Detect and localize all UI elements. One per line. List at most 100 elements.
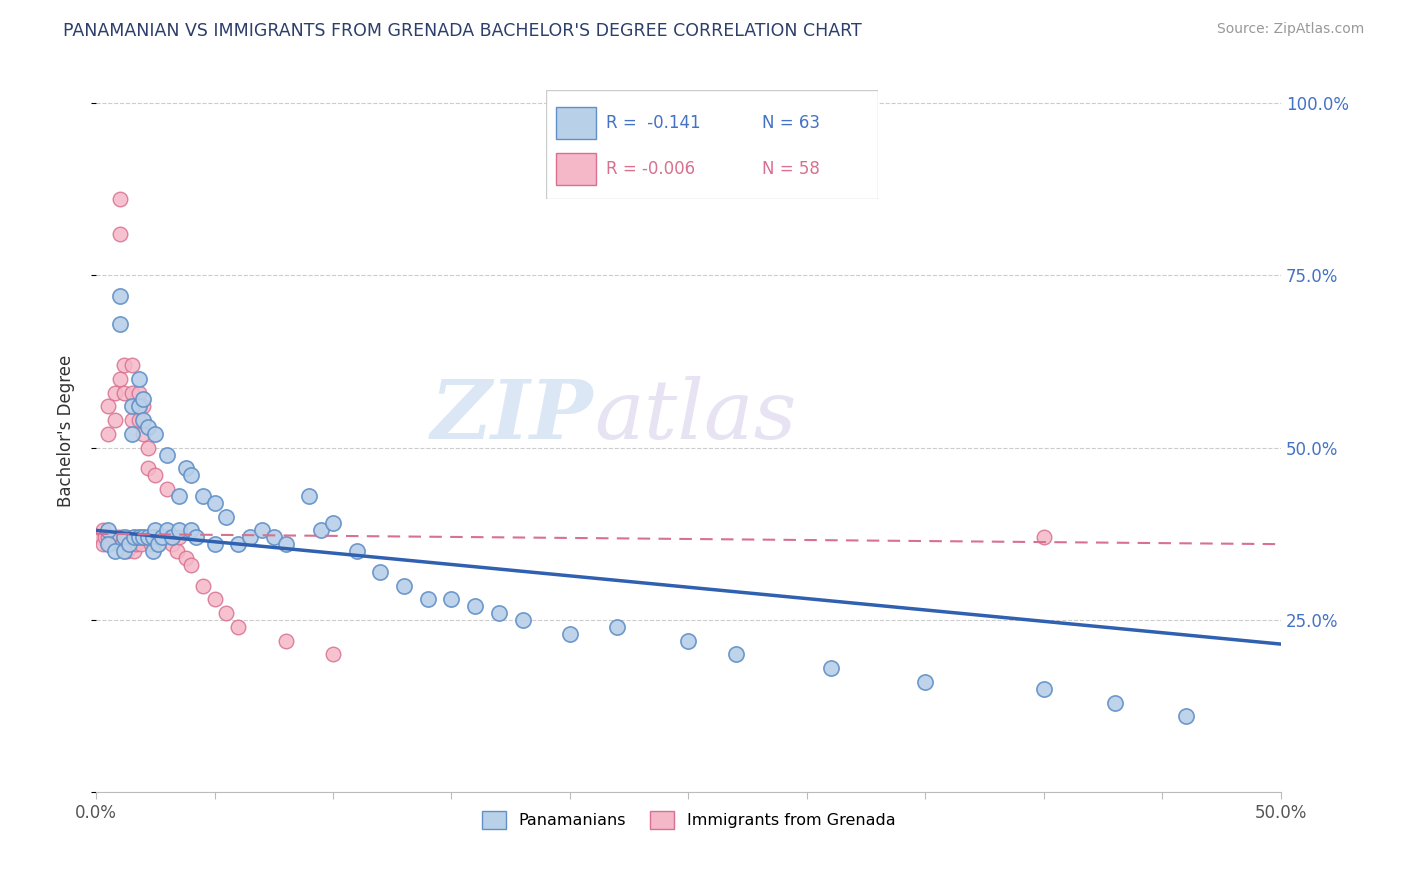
Point [184,530,207,544]
Point [204,537,226,551]
Point [1175,709,1198,723]
Text: PANAMANIAN VS IMMIGRANTS FROM GRENADA BACHELOR'S DEGREE CORRELATION CHART: PANAMANIAN VS IMMIGRANTS FROM GRENADA BA… [63,22,862,40]
Point [136,530,159,544]
Point [167,489,190,503]
Point [98,537,121,551]
Point [121,426,143,441]
Point [108,530,131,544]
Point [678,633,700,648]
Point [136,530,159,544]
Point [146,537,169,551]
Point [114,358,136,372]
Point [226,620,249,634]
Point [191,578,214,592]
Point [132,392,155,407]
Point [108,372,131,386]
Point [114,530,136,544]
Point [97,426,120,441]
Point [90,530,112,544]
Point [139,537,162,551]
Point [204,496,226,510]
Point [108,227,131,241]
Point [94,530,117,544]
Point [167,530,190,544]
Point [122,544,145,558]
Point [150,530,173,544]
Point [132,530,155,544]
Point [226,537,249,551]
Point [180,558,202,572]
Point [204,592,226,607]
Point [143,426,166,441]
Point [215,606,238,620]
Point [136,420,159,434]
Text: Source: ZipAtlas.com: Source: ZipAtlas.com [1216,22,1364,37]
Point [239,530,262,544]
Point [128,530,150,544]
Point [111,537,134,551]
Point [156,448,179,462]
Point [122,530,145,544]
Point [91,537,114,551]
Text: atlas: atlas [593,376,796,456]
Point [370,565,392,579]
Point [392,578,415,592]
Point [128,413,150,427]
Point [346,544,368,558]
Point [115,530,138,544]
Point [132,530,155,544]
Point [142,530,165,544]
Point [128,530,150,544]
Point [274,537,297,551]
Point [97,530,120,544]
Point [464,599,486,614]
Point [150,530,173,544]
Point [1104,696,1126,710]
Point [416,592,439,607]
Point [160,537,183,551]
Point [125,537,148,551]
Point [132,399,155,413]
Point [191,489,214,503]
Point [156,524,179,538]
Point [142,544,165,558]
Point [132,426,155,441]
Point [322,516,344,531]
Point [132,413,155,427]
Point [136,441,159,455]
Point [128,399,150,413]
Point [263,530,285,544]
Point [606,620,628,634]
Point [114,385,136,400]
Point [104,385,127,400]
Point [122,530,145,544]
Point [121,358,143,372]
Point [322,648,344,662]
Point [97,537,120,551]
Point [309,524,332,538]
Point [108,289,131,303]
Point [97,524,120,538]
Point [914,675,936,690]
Point [121,399,143,413]
Point [298,489,321,503]
Point [121,413,143,427]
Point [143,524,166,538]
Point [512,613,534,627]
Point [104,544,127,558]
Point [101,530,124,544]
Legend: Panamanians, Immigrants from Grenada: Panamanians, Immigrants from Grenada [475,805,901,835]
Point [118,537,141,551]
Point [180,524,202,538]
Point [174,550,197,565]
Text: ZIP: ZIP [432,376,593,456]
Point [143,468,166,483]
Point [104,413,127,427]
Point [274,633,297,648]
Point [724,648,747,662]
Point [142,530,165,544]
Point [121,385,143,400]
Point [91,524,114,538]
Point [115,544,138,558]
Point [108,317,131,331]
